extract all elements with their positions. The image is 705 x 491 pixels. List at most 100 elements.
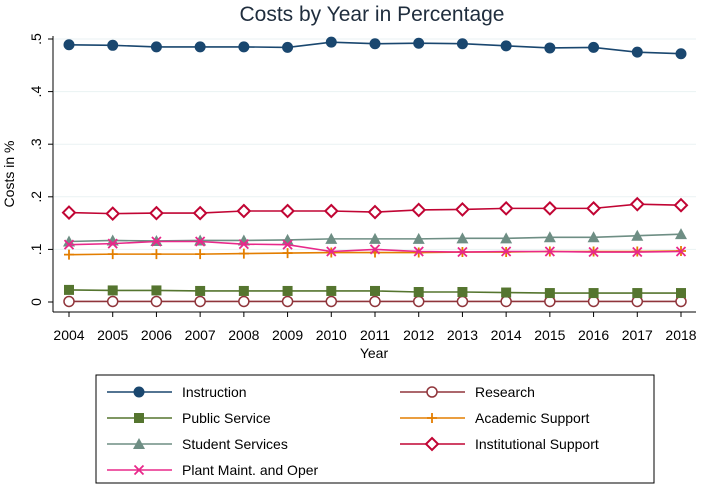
data-point bbox=[63, 39, 75, 51]
data-point bbox=[501, 287, 512, 298]
data-point bbox=[542, 200, 558, 216]
x-axis-ticks: 2004 2005 2006 2007 2008 2009 2010 2011 2012 2013… bbox=[53, 312, 697, 343]
x-axis-label: Year bbox=[360, 345, 389, 361]
data-point bbox=[500, 232, 513, 244]
data-point bbox=[369, 38, 381, 50]
data-point bbox=[631, 46, 643, 58]
data-point bbox=[237, 234, 250, 246]
data-point bbox=[586, 200, 601, 216]
data-point bbox=[631, 229, 644, 241]
legend-label: Research bbox=[475, 384, 535, 400]
data-point bbox=[63, 235, 75, 247]
series-research bbox=[63, 295, 687, 308]
data-point bbox=[369, 232, 381, 244]
data-point bbox=[238, 248, 249, 259]
data-point bbox=[455, 202, 470, 217]
y-tick-label: .5 bbox=[28, 33, 44, 45]
data-point bbox=[107, 285, 118, 296]
data-point bbox=[544, 288, 555, 299]
data-point bbox=[238, 41, 250, 53]
data-point bbox=[629, 196, 645, 212]
legend-item-student-services: Student Services bbox=[107, 436, 288, 452]
data-point bbox=[370, 285, 380, 296]
legend-item-plant-maint-and-oper: Plant Maint. and Oper bbox=[107, 462, 319, 478]
data-point bbox=[150, 41, 162, 53]
y-tick-label: 0 bbox=[28, 298, 44, 306]
series-institutional-support bbox=[61, 196, 689, 222]
data-point bbox=[588, 288, 599, 299]
legend: Instruction Research Public Service Academi… bbox=[107, 384, 599, 478]
data-point bbox=[64, 249, 74, 260]
data-point bbox=[326, 246, 337, 257]
data-point bbox=[105, 206, 121, 222]
data-point bbox=[107, 238, 118, 249]
data-point bbox=[411, 202, 427, 218]
x-tick-label: 2017 bbox=[622, 327, 653, 343]
data-point bbox=[412, 232, 425, 244]
data-point bbox=[588, 246, 599, 258]
data-point bbox=[675, 228, 687, 240]
legend-marker bbox=[133, 464, 145, 476]
legend-label: Institutional Support bbox=[475, 436, 599, 452]
data-point bbox=[107, 249, 118, 260]
legend-marker bbox=[133, 386, 145, 398]
x-tick-label: 2005 bbox=[97, 327, 128, 343]
x-tick-label: 2016 bbox=[578, 327, 609, 343]
data-point bbox=[673, 197, 689, 213]
legend-label: Plant Maint. and Oper bbox=[182, 462, 319, 478]
x-tick-label: 2008 bbox=[228, 327, 259, 343]
data-point bbox=[588, 41, 600, 53]
data-point bbox=[675, 246, 687, 257]
data-point bbox=[151, 236, 162, 247]
series-public-service bbox=[64, 284, 686, 299]
data-point bbox=[587, 231, 600, 243]
series-lines bbox=[61, 36, 689, 308]
data-point bbox=[369, 295, 381, 308]
data-point bbox=[280, 203, 295, 219]
data-point bbox=[456, 38, 468, 50]
data-point bbox=[325, 36, 337, 48]
x-tick-label: 2011 bbox=[360, 327, 390, 343]
legend-item-research: Research bbox=[400, 384, 535, 400]
data-point bbox=[325, 295, 338, 308]
data-point bbox=[106, 295, 119, 308]
legend-item-academic-support: Academic Support bbox=[400, 410, 590, 426]
data-point bbox=[195, 285, 206, 296]
data-point bbox=[195, 249, 206, 260]
legend-item-public-service: Public Service bbox=[107, 410, 271, 426]
data-point bbox=[632, 246, 643, 258]
data-point bbox=[194, 234, 207, 246]
data-point bbox=[326, 285, 337, 296]
data-point bbox=[498, 200, 514, 216]
data-point bbox=[413, 287, 424, 298]
y-tick-label: .1 bbox=[28, 243, 44, 255]
legend-marker bbox=[427, 413, 437, 423]
data-point bbox=[195, 236, 206, 247]
legend-label: Student Services bbox=[182, 436, 288, 452]
data-point bbox=[501, 246, 512, 257]
data-point bbox=[544, 42, 556, 54]
legend-label: Instruction bbox=[182, 384, 247, 400]
data-point bbox=[151, 249, 162, 260]
data-point bbox=[61, 205, 77, 220]
x-tick-label: 2009 bbox=[272, 327, 303, 343]
data-point bbox=[632, 288, 643, 299]
legend-item-institutional-support: Institutional Support bbox=[400, 436, 599, 452]
x-tick-label: 2014 bbox=[491, 327, 522, 343]
y-axis-ticks: 0 .1 .2 .3 .4 .5 bbox=[28, 33, 53, 306]
data-point bbox=[676, 288, 686, 299]
data-point bbox=[457, 287, 468, 298]
legend-box bbox=[95, 374, 655, 484]
data-point bbox=[238, 239, 249, 250]
legend-label: Academic Support bbox=[475, 410, 590, 426]
series-plant-maint-and-oper bbox=[63, 236, 687, 258]
data-point bbox=[63, 239, 75, 250]
chart-title: Costs by Year in Percentage bbox=[239, 3, 504, 26]
x-tick-label: 2007 bbox=[185, 327, 216, 343]
data-point bbox=[413, 37, 425, 49]
data-point bbox=[64, 284, 74, 295]
data-point bbox=[63, 295, 75, 308]
data-point bbox=[281, 295, 294, 308]
legend-marker bbox=[133, 438, 145, 449]
